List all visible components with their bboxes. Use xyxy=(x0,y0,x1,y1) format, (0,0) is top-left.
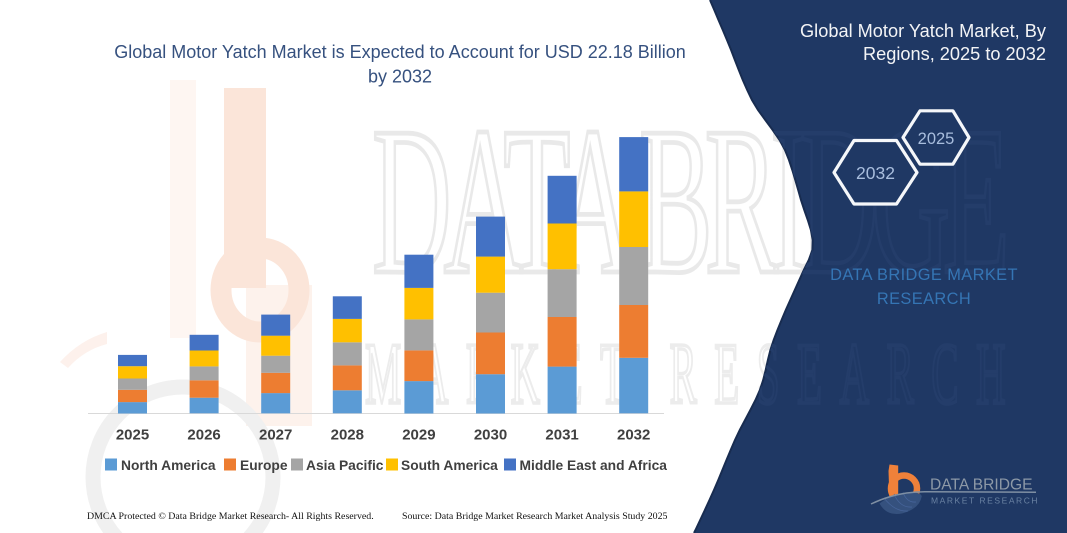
svg-text:2027: 2027 xyxy=(259,427,292,444)
svg-text:2025: 2025 xyxy=(116,427,149,444)
svg-text:South America: South America xyxy=(401,458,498,473)
svg-text:2028: 2028 xyxy=(331,427,364,444)
svg-text:Source: Data Bridge Market Res: Source: Data Bridge Market Research Mark… xyxy=(402,511,668,522)
svg-text:2025: 2025 xyxy=(918,130,955,148)
svg-text:DATA BRIDGE: DATA BRIDGE xyxy=(930,477,1033,494)
svg-text:by 2032: by 2032 xyxy=(368,67,432,87)
svg-text:2032: 2032 xyxy=(856,163,895,183)
svg-text:DATA BRIDGE MARKET: DATA BRIDGE MARKET xyxy=(830,266,1018,284)
svg-text:Asia Pacific: Asia Pacific xyxy=(306,458,384,473)
svg-text:Global Motor Yatch Market, By: Global Motor Yatch Market, By xyxy=(800,21,1047,41)
svg-text:Regions, 2025 to 2032: Regions, 2025 to 2032 xyxy=(863,44,1046,64)
svg-text:Global Motor Yatch Market is E: Global Motor Yatch Market is Expected to… xyxy=(114,42,686,62)
svg-text:Middle East and Africa: Middle East and Africa xyxy=(520,458,668,473)
svg-text:Europe: Europe xyxy=(240,458,288,473)
svg-text:DMCA Protected © Data Bridge M: DMCA Protected © Data Bridge Market Rese… xyxy=(87,511,374,522)
svg-text:2032: 2032 xyxy=(617,427,650,444)
svg-text:MARKET RESEARCH: MARKET RESEARCH xyxy=(931,496,1039,506)
svg-text:2030: 2030 xyxy=(474,427,507,444)
svg-text:2031: 2031 xyxy=(545,427,578,444)
svg-text:North America: North America xyxy=(121,458,216,473)
svg-text:2026: 2026 xyxy=(187,427,220,444)
svg-text:2029: 2029 xyxy=(402,427,435,444)
svg-text:RESEARCH: RESEARCH xyxy=(877,290,971,308)
